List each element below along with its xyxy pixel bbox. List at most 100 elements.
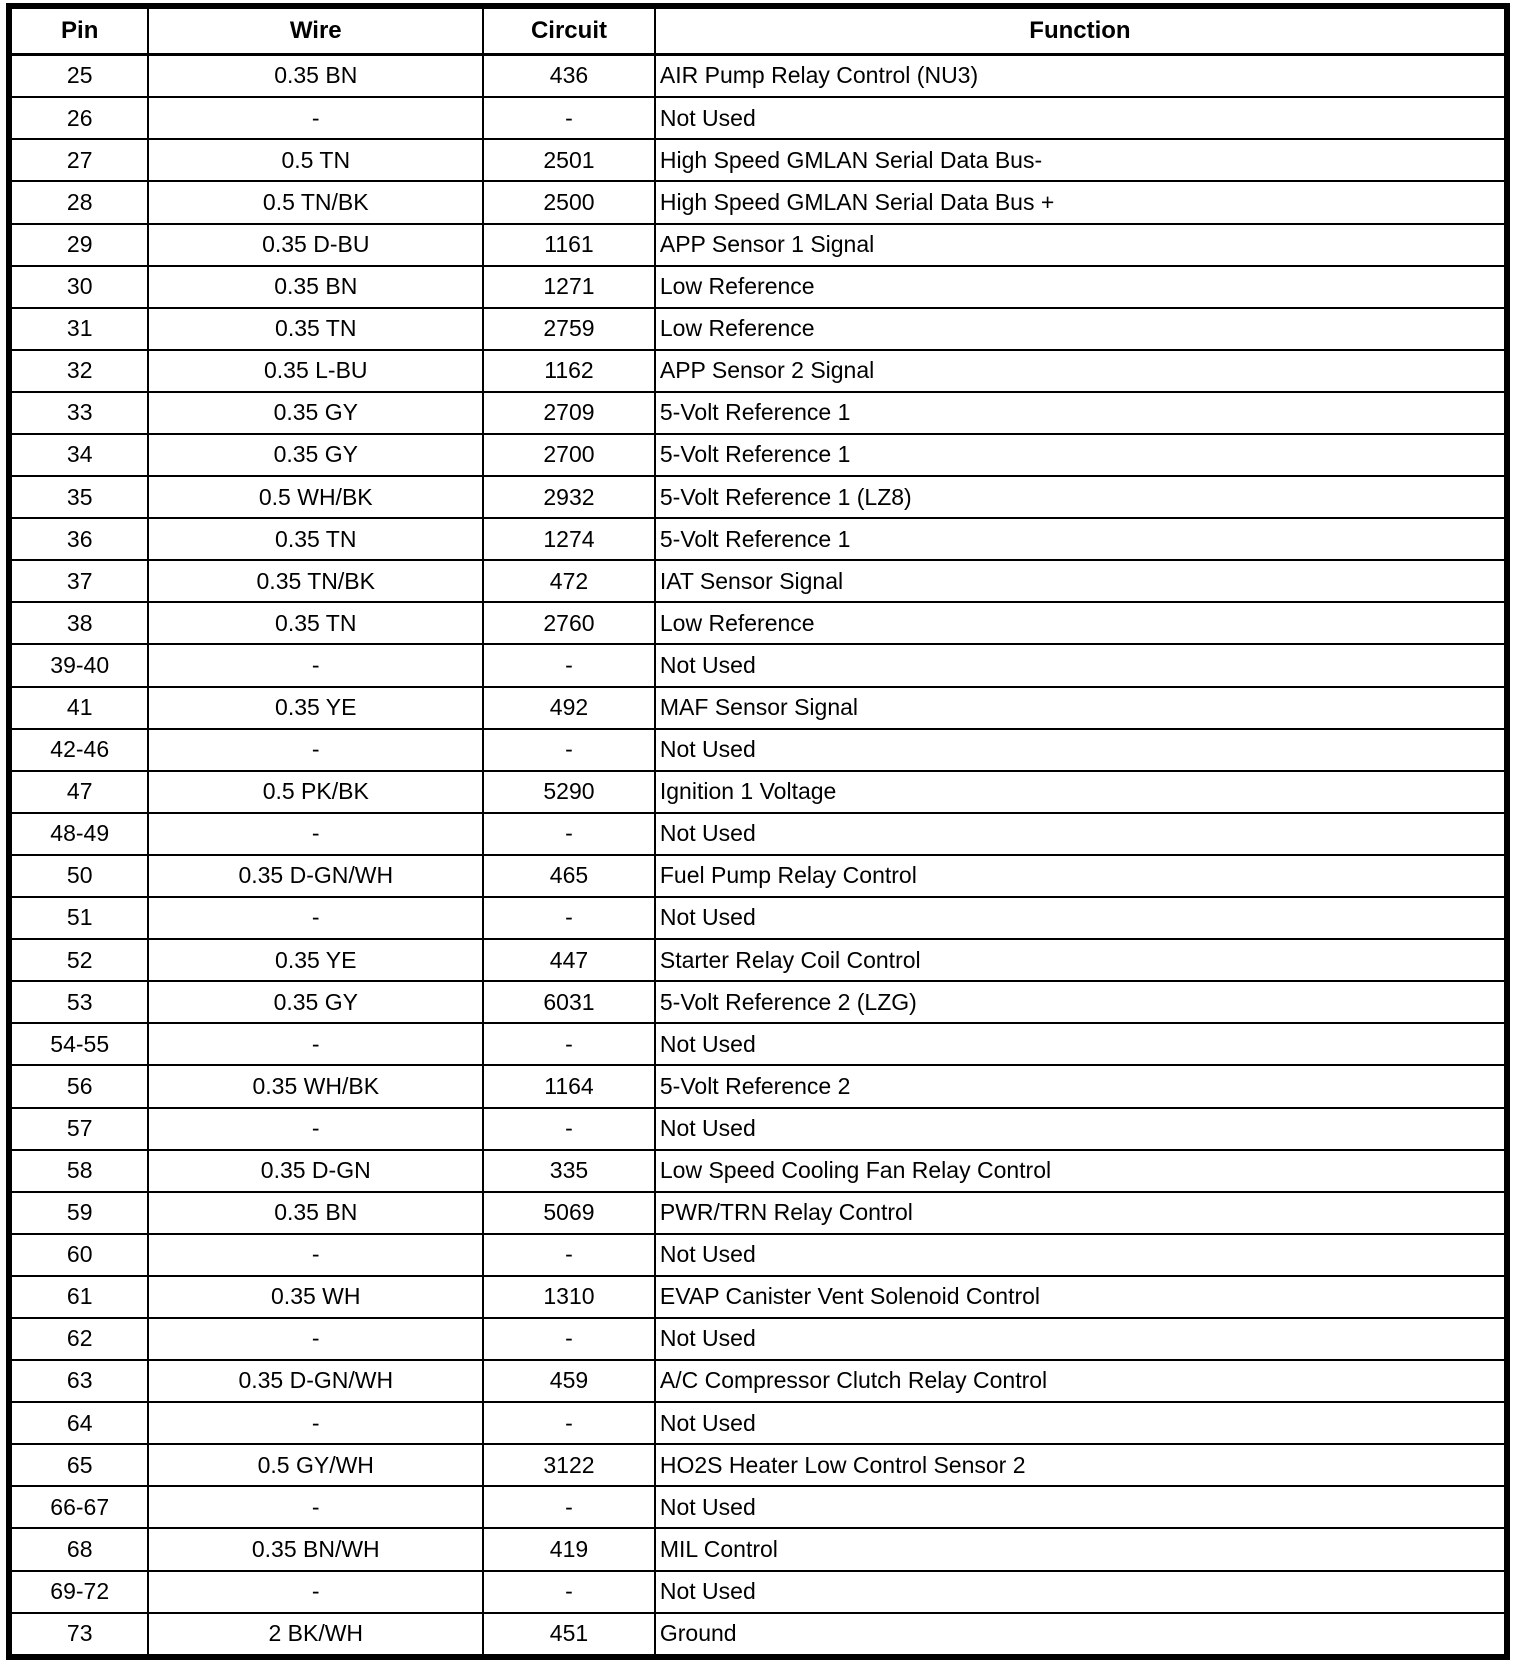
table-row: 56 0.35 WH/BK 1164 5-Volt Reference 2 [9,1064,1507,1109]
pin-cell: 42-46 [9,727,150,772]
circuit-cell: 6031 [482,980,656,1025]
pin-cell: 59 [9,1190,150,1235]
function-cell: 5-Volt Reference 1 (LZ8) [653,475,1507,520]
pin-cell: 73 [9,1611,150,1657]
pin-cell: 62 [9,1316,150,1362]
pin-cell: 61 [9,1274,150,1319]
function-cell: Low Reference [653,601,1507,646]
pinout-table-container: Pin Wire Circuit Function 25 0.35 BN 436 AI… [6,3,1510,1660]
circuit-cell: - [482,1316,656,1362]
wire-cell: - [147,896,485,941]
function-cell: Not Used [653,1569,1507,1614]
pin-cell: 60 [9,1232,150,1277]
table-row: 57- - Not Used [9,1106,1507,1151]
table-row: 62- - Not Used [9,1316,1507,1362]
function-cell: Low Reference [653,264,1507,309]
pin-cell: 56 [9,1064,150,1109]
wire-cell: - [147,1232,485,1277]
circuit-cell: 1164 [482,1064,656,1109]
pin-cell: 33 [9,390,150,436]
table-row: 31 0.35 TN 2759 Low Reference [9,306,1507,351]
column-header-function: Function [653,7,1507,56]
function-cell: Ground [653,1611,1507,1657]
circuit-cell: - [482,811,656,856]
pinout-table-body: 25 0.35 BN 436 AIR Pump Relay Control (NU3)… [9,53,1507,1657]
function-cell: Starter Relay Coil Control [653,938,1507,983]
circuit-cell: 2760 [482,601,656,646]
table-row: 28 0.5 TN/BK 2500 High Speed GMLAN Serial D… [9,180,1507,225]
circuit-cell: 492 [482,685,656,730]
pin-cell: 58 [9,1148,150,1193]
table-row: 47 0.5 PK/BK 5290 Ignition 1 Voltage [9,769,1507,814]
function-cell: MIL Control [653,1527,1507,1572]
pin-cell: 48-49 [9,811,150,856]
wire-cell: - [147,1106,485,1151]
wire-cell: 0.35 BN [147,264,485,309]
circuit-cell: 335 [482,1148,656,1193]
table-row: 29 0.35 D-BU 1161 APP Sensor 1 Signal [9,222,1507,267]
wire-cell: 0.35 BN [147,53,485,99]
function-cell: Not Used [653,1022,1507,1067]
table-row: 33 0.35 GY 2709 5-Volt Reference 1 [9,390,1507,436]
wire-cell: - [147,811,485,856]
table-row: 58 0.35 D-GN 335 Low Speed Cooling Fan Rela… [9,1148,1507,1193]
function-cell: Not Used [653,1232,1507,1277]
circuit-cell: - [482,1569,656,1614]
table-row: 54-55- - Not Used [9,1022,1507,1067]
table-row: 69-72- - Not Used [9,1569,1507,1614]
circuit-cell: 419 [482,1527,656,1572]
circuit-cell: - [482,1401,656,1446]
wire-cell: - [147,1485,485,1530]
table-row: 52 0.35 YE 447 Starter Relay Coil Control [9,938,1507,983]
table-row: 37 0.35 TN/BK 472 IAT Sensor Signal [9,559,1507,604]
function-cell: High Speed GMLAN Serial Data Bus + [653,180,1507,225]
pin-cell: 50 [9,853,150,899]
table-row: 53 0.35 GY 6031 5-Volt Reference 2 (LZG) [9,980,1507,1025]
circuit-cell: 2700 [482,433,656,478]
wire-cell: 0.5 PK/BK [147,769,485,814]
table-row: 51- - Not Used [9,896,1507,941]
function-cell: EVAP Canister Vent Solenoid Control [653,1274,1507,1319]
circuit-cell: 472 [482,559,656,604]
table-row: 61 0.35 WH 1310 EVAP Canister Vent Solenoid… [9,1274,1507,1319]
wire-cell: 0.5 TN [147,138,485,183]
table-row: 65 0.5 GY/WH 3122 HO2S Heater Low Control S… [9,1443,1507,1488]
wire-cell: 2 BK/WH [147,1611,485,1657]
wire-cell: 0.35 GY [147,980,485,1025]
circuit-cell: 2500 [482,180,656,225]
function-cell: APP Sensor 2 Signal [653,348,1507,393]
function-cell: Not Used [653,1485,1507,1530]
table-row: 36 0.35 TN 1274 5-Volt Reference 1 [9,517,1507,562]
pin-cell: 30 [9,264,150,309]
circuit-cell: 2501 [482,138,656,183]
table-row: 73 2 BK/WH 451 Ground [9,1611,1507,1657]
column-header-pin: Pin [9,7,150,56]
pin-cell: 47 [9,769,150,814]
table-header-row: Pin Wire Circuit Function [9,7,1507,56]
wire-cell: 0.35 D-GN [147,1148,485,1193]
table-row: 66-67- - Not Used [9,1485,1507,1530]
circuit-cell: - [482,1232,656,1277]
pin-cell: 28 [9,180,150,225]
wire-cell: - [147,727,485,772]
pin-cell: 52 [9,938,150,983]
function-cell: Not Used [653,1316,1507,1362]
table-row: 42-46- - Not Used [9,727,1507,772]
table-row: 32 0.35 L-BU 1162 APP Sensor 2 Signal [9,348,1507,393]
function-cell: 5-Volt Reference 1 [653,433,1507,478]
wire-cell: - [147,1316,485,1362]
function-cell: Not Used [653,96,1507,141]
function-cell: Not Used [653,727,1507,772]
pinout-table: Pin Wire Circuit Function 25 0.35 BN 436 AI… [9,7,1507,1657]
wire-cell: 0.35 D-BU [147,222,485,267]
pin-cell: 29 [9,222,150,267]
table-row: 63 0.35 D-GN/WH 459 A/C Compressor Clutch R… [9,1359,1507,1404]
pin-cell: 63 [9,1359,150,1404]
pin-cell: 31 [9,306,150,351]
wire-cell: 0.35 GY [147,433,485,478]
wire-cell: 0.35 D-GN/WH [147,1359,485,1404]
function-cell: High Speed GMLAN Serial Data Bus- [653,138,1507,183]
wire-cell: - [147,643,485,688]
circuit-cell: - [482,96,656,141]
circuit-cell: - [482,1106,656,1151]
